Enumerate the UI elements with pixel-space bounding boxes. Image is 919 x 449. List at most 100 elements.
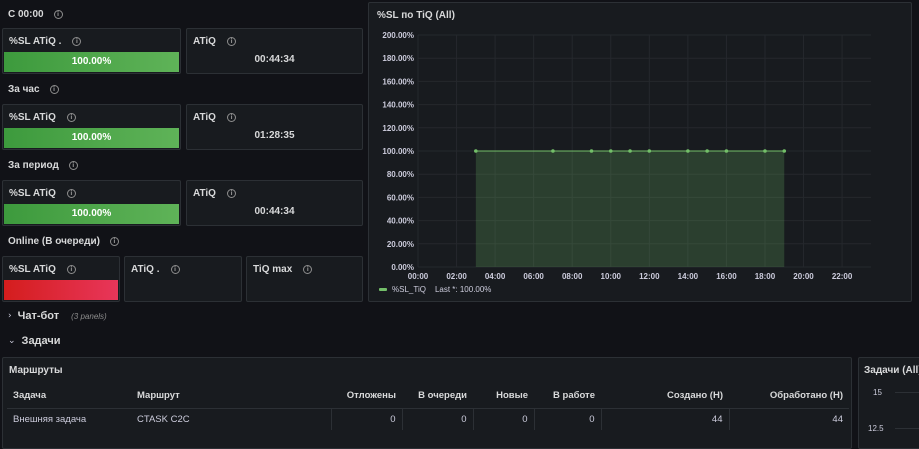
x-tick-label: 04:00 xyxy=(485,272,506,281)
info-icon[interactable]: i xyxy=(68,161,78,170)
x-tick-label: 02:00 xyxy=(446,272,467,281)
table-header-row: Задача Маршрут Отложены В очереди Новые … xyxy=(7,384,849,408)
chart-legend[interactable]: %SL_TiQ Last *: 100.00% xyxy=(379,285,491,294)
section-title-online: Online (В очереди) i xyxy=(8,236,119,247)
y-tick-label: 80.00% xyxy=(387,170,414,179)
sl-atiq-panel-period[interactable]: %SL ATiQ i 100.00% xyxy=(2,180,181,226)
x-tick-label: 14:00 xyxy=(678,272,699,281)
x-tick-label: 18:00 xyxy=(755,272,776,281)
info-icon[interactable]: i xyxy=(66,189,76,198)
panel-title: %SL ATiQ i xyxy=(9,188,76,199)
grid-line xyxy=(895,428,919,429)
legend-series-name: %SL_TiQ xyxy=(392,285,426,294)
cell-created: 44 xyxy=(600,407,729,430)
column-header-created[interactable]: Создано (H) xyxy=(667,390,723,402)
data-point xyxy=(763,149,767,153)
sl-atiq-panel-online[interactable]: %SL ATiQ i xyxy=(2,256,120,302)
column-header-processed[interactable]: Обработано (H) xyxy=(769,390,843,402)
info-icon[interactable]: i xyxy=(66,113,76,122)
info-icon[interactable]: i xyxy=(226,113,236,122)
data-point xyxy=(647,149,652,153)
data-point xyxy=(589,149,594,153)
chart-title: %SL по TiQ (All) xyxy=(377,10,455,21)
info-icon[interactable]: i xyxy=(109,237,119,246)
atiq-panel-period[interactable]: ATiQ i 00:44:34 xyxy=(186,180,363,226)
atiq-panel-last-hour[interactable]: ATiQ i 01:28:35 xyxy=(186,104,363,150)
tasks-y-tick: 12.5 xyxy=(868,424,884,433)
info-icon[interactable]: i xyxy=(170,265,180,274)
x-tick-label: 06:00 xyxy=(523,272,544,281)
data-point xyxy=(608,149,613,153)
cell-in-queue: 0 xyxy=(401,407,473,430)
data-point xyxy=(724,149,729,153)
x-tick-label: 20:00 xyxy=(793,272,814,281)
sl-bar: 100.00% xyxy=(4,128,179,148)
panel-title: ATiQ i xyxy=(193,36,236,47)
sl-atiq-panel-since-midnight[interactable]: %SL ATiQ . i 100.00% xyxy=(2,28,181,74)
section-title-period: За период i xyxy=(8,160,78,171)
chevron-right-icon[interactable]: › xyxy=(8,311,12,321)
x-tick-label: 08:00 xyxy=(562,272,583,281)
y-tick-label: 160.00% xyxy=(382,77,414,86)
info-icon[interactable]: i xyxy=(303,265,313,274)
y-tick-label: 100.00% xyxy=(382,147,414,156)
column-header-new[interactable]: Новые xyxy=(496,390,528,402)
panel-title: TiQ max i xyxy=(253,264,313,275)
atiq-value: 00:44:34 xyxy=(254,206,295,217)
cell-processed: 44 xyxy=(728,407,849,430)
x-tick-label: 12:00 xyxy=(639,272,660,281)
y-tick-label: 120.00% xyxy=(382,124,414,133)
chevron-down-icon[interactable]: ⌄ xyxy=(8,336,16,346)
routes-table: Задача Маршрут Отложены В очереди Новые … xyxy=(7,384,849,430)
sl-tiq-chart[interactable]: 0.00% 20.00% 40.00% 60.00% 80.00% 100.00% 120.… xyxy=(369,3,913,303)
y-tick-label: 180.00% xyxy=(382,54,414,63)
atiq-value: 01:28:35 xyxy=(254,130,295,141)
series-area xyxy=(475,151,785,267)
y-tick-label: 20.00% xyxy=(387,240,414,249)
column-header-in-queue[interactable]: В очереди xyxy=(418,390,467,402)
table-row[interactable]: Внешняя задача CTASK C2C 0 0 0 0 44 44 xyxy=(7,407,849,430)
panel-title: %SL ATiQ . i xyxy=(9,36,82,47)
panel-title: %SL ATiQ i xyxy=(9,264,76,275)
tasks-all-panel[interactable]: Задачи (All) 15 12.5 xyxy=(858,357,919,449)
sl-tiq-chart-panel[interactable]: %SL по TiQ (All) 0.00% 20.00% 40.00% 60.00%… xyxy=(368,2,912,302)
info-icon[interactable]: i xyxy=(226,37,236,46)
cell-new: 0 xyxy=(472,407,534,430)
row-chatbot[interactable]: › Чат-бот (3 panels) xyxy=(0,304,919,328)
cell-in-progress: 0 xyxy=(533,407,601,430)
column-header-in-progress[interactable]: В работе xyxy=(553,390,595,402)
cell-postponed: 0 xyxy=(330,407,402,430)
sl-atiq-panel-last-hour[interactable]: %SL ATiQ i 100.00% xyxy=(2,104,181,150)
routes-table-wrap: Задача Маршрут Отложены В очереди Новые … xyxy=(7,384,849,430)
legend-last-value: Last *: 100.00% xyxy=(434,285,492,294)
atiq-panel-since-midnight[interactable]: ATiQ i 00:44:34 xyxy=(186,28,363,74)
x-tick-label: 16:00 xyxy=(716,272,737,281)
panel-title: ATiQ . i xyxy=(131,264,180,275)
sl-bar: 100.00% xyxy=(4,52,179,72)
info-icon[interactable]: i xyxy=(53,10,63,19)
row-tasks[interactable]: ⌄ Задачи xyxy=(0,329,919,353)
y-tick-label: 140.00% xyxy=(382,101,414,110)
x-tick-label: 00:00 xyxy=(408,272,429,281)
data-point xyxy=(628,149,632,153)
data-point xyxy=(551,149,555,153)
y-tick-label: 200.00% xyxy=(382,31,414,40)
y-tick-label: 40.00% xyxy=(387,217,414,226)
column-header-postponed[interactable]: Отложены xyxy=(346,390,396,402)
info-icon[interactable]: i xyxy=(226,189,236,198)
column-header-task[interactable]: Задача xyxy=(13,390,47,402)
tiq-max-panel-online[interactable]: TiQ max i xyxy=(246,256,363,302)
info-icon[interactable]: i xyxy=(72,37,82,46)
sl-bar: 100.00% xyxy=(4,204,179,224)
info-icon[interactable]: i xyxy=(49,85,59,94)
atiq-panel-online[interactable]: ATiQ . i xyxy=(124,256,242,302)
info-icon[interactable]: i xyxy=(66,265,76,274)
cell-task: Внешняя задача xyxy=(7,407,131,430)
data-point xyxy=(686,149,690,153)
column-header-route[interactable]: Маршрут xyxy=(137,390,180,402)
routes-panel[interactable]: Маршруты Задача Маршрут Отложены В очере… xyxy=(2,357,852,449)
tasks-all-title: Задачи (All) xyxy=(864,365,919,376)
data-point xyxy=(705,149,709,153)
sl-bar-empty xyxy=(4,280,118,300)
y-tick-label: 60.00% xyxy=(387,193,414,202)
